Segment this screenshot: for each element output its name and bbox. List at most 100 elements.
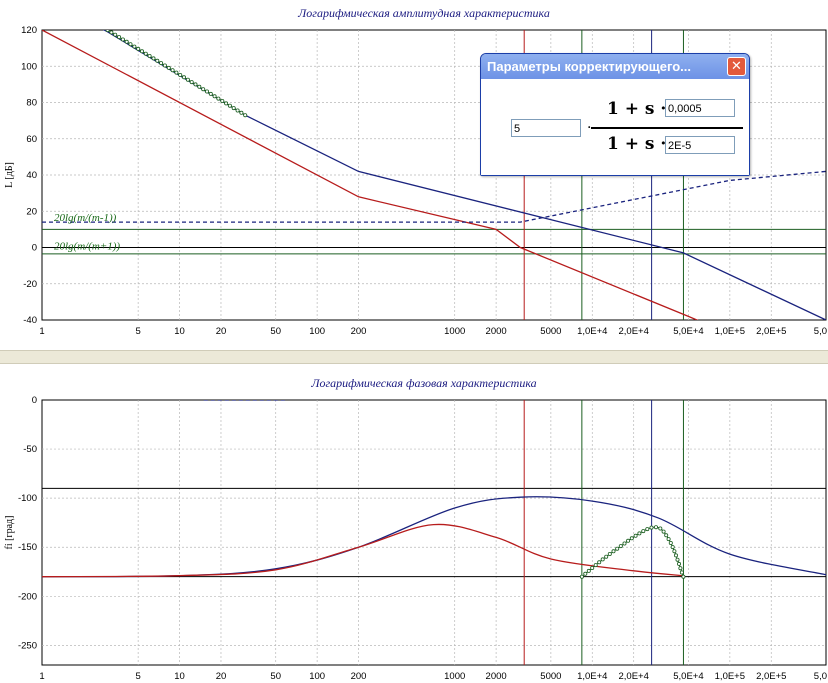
y-tick-label: 120 — [21, 25, 37, 36]
series-marker — [151, 56, 156, 61]
close-icon[interactable]: ✕ — [727, 57, 746, 76]
x-tick-label: 5 — [136, 671, 141, 682]
series-marker — [132, 44, 137, 49]
y-tick-label: -100 — [18, 493, 37, 504]
t2-field[interactable]: 2E-5 — [665, 136, 735, 154]
series-marker — [243, 113, 248, 118]
series-marker — [170, 68, 175, 73]
series-marker — [231, 106, 236, 111]
x-tick-label: 200 — [351, 326, 367, 337]
y-tick-label: 60 — [26, 134, 37, 145]
plot-area — [41, 399, 827, 666]
x-tick-label: 5,0E+4 — [673, 326, 703, 337]
series-marker — [664, 533, 669, 538]
series-marker — [113, 32, 118, 37]
annotation-label: 20lg(m/(m-1)) — [54, 212, 117, 224]
series-marker — [579, 574, 584, 579]
series-marker — [143, 51, 148, 56]
series-marker — [178, 73, 183, 78]
series-marker — [618, 544, 623, 549]
series-marker — [637, 531, 642, 536]
series-marker — [672, 549, 677, 554]
x-tick-label: 1,0E+4 — [577, 671, 607, 682]
x-tick-label: 2000 — [486, 326, 507, 337]
x-tick-label: 1,0E+4 — [577, 326, 607, 337]
series-marker — [600, 557, 605, 562]
series-marker — [117, 35, 122, 40]
series-line-4 — [42, 170, 826, 223]
series-marker — [593, 563, 598, 568]
numerator-expr: 1 + s · — [607, 99, 667, 119]
annotation-label: 20lg(m/(m+1)) — [54, 241, 120, 253]
series-marker — [590, 566, 595, 571]
x-tick-label: 50 — [270, 326, 281, 337]
series-marker — [128, 42, 133, 47]
series-marker — [181, 75, 186, 80]
x-tick-label: 200 — [351, 671, 367, 682]
series-marker — [586, 568, 591, 573]
x-tick-label: 1,0E+5 — [715, 671, 745, 682]
t1-field[interactable]: 0,0005 — [665, 99, 735, 117]
series-marker — [645, 527, 650, 532]
x-tick-label: 1 — [39, 326, 44, 337]
x-tick-label: 5000 — [540, 671, 561, 682]
series-marker — [633, 533, 638, 538]
series-marker — [666, 537, 671, 542]
series-marker — [674, 553, 679, 558]
x-tick-label: 20 — [216, 671, 227, 682]
x-tick-label: 10 — [174, 671, 185, 682]
corrector-params-dialog: Параметры корректирующего... ✕ 5 · 1 + s… — [480, 53, 750, 176]
y-tick-label: 0 — [32, 243, 37, 254]
series-marker — [679, 570, 684, 575]
y-tick-label: 20 — [26, 206, 37, 217]
series-marker — [681, 574, 686, 579]
chart-title: Логарифмическая амплитудная характеристи… — [297, 6, 550, 20]
y-tick-label: -40 — [23, 315, 37, 326]
series-marker — [147, 54, 152, 59]
series-marker — [615, 546, 620, 551]
x-tick-label: 2,0E+5 — [756, 671, 786, 682]
series-marker — [120, 37, 125, 42]
x-tick-label: 2,0E+4 — [618, 326, 648, 337]
chart-2: Логарифмическая фазовая характеристика 1 5… — [4, 376, 827, 682]
x-tick-label: 5000 — [540, 326, 561, 337]
gain-field[interactable]: 5 — [511, 119, 581, 137]
series-marker — [658, 526, 663, 531]
y-axis-label: fi [град] — [4, 516, 15, 550]
series-marker — [668, 541, 673, 546]
series-marker — [220, 99, 225, 104]
y-tick-label: 0 — [32, 395, 37, 406]
plot-marks — [42, 400, 826, 665]
x-tick-label: 100 — [309, 671, 325, 682]
series-marker — [201, 87, 206, 92]
x-tick-label: 1000 — [444, 671, 465, 682]
y-tick-label: 40 — [26, 170, 37, 181]
panel-separator[interactable] — [0, 350, 828, 364]
series-line-1 — [102, 30, 826, 320]
series-marker — [604, 554, 609, 559]
series-marker — [607, 552, 612, 557]
series-line-2 — [42, 30, 699, 320]
series-marker — [124, 39, 129, 44]
series-marker — [227, 103, 232, 108]
x-tick-label: 50 — [270, 671, 281, 682]
series-marker — [670, 545, 675, 550]
series-marker — [166, 65, 171, 70]
y-tick-label: 100 — [21, 61, 37, 72]
series-marker — [109, 30, 114, 35]
series-marker — [162, 63, 167, 68]
x-tick-label: 5,0 — [814, 326, 827, 337]
series-marker — [212, 94, 217, 99]
x-tick-label: 5,0E+4 — [673, 671, 703, 682]
series-marker — [224, 101, 229, 106]
series-marker — [583, 571, 588, 576]
series-marker — [661, 529, 666, 534]
x-tick-label: 2,0E+5 — [756, 326, 786, 337]
series-marker — [197, 84, 202, 89]
series-marker — [208, 91, 213, 96]
series-marker — [105, 30, 110, 32]
series-marker — [597, 560, 602, 565]
series-marker — [641, 529, 646, 534]
series-marker — [611, 549, 616, 554]
chart-title: Логарифмическая фазовая характеристика — [310, 376, 536, 390]
